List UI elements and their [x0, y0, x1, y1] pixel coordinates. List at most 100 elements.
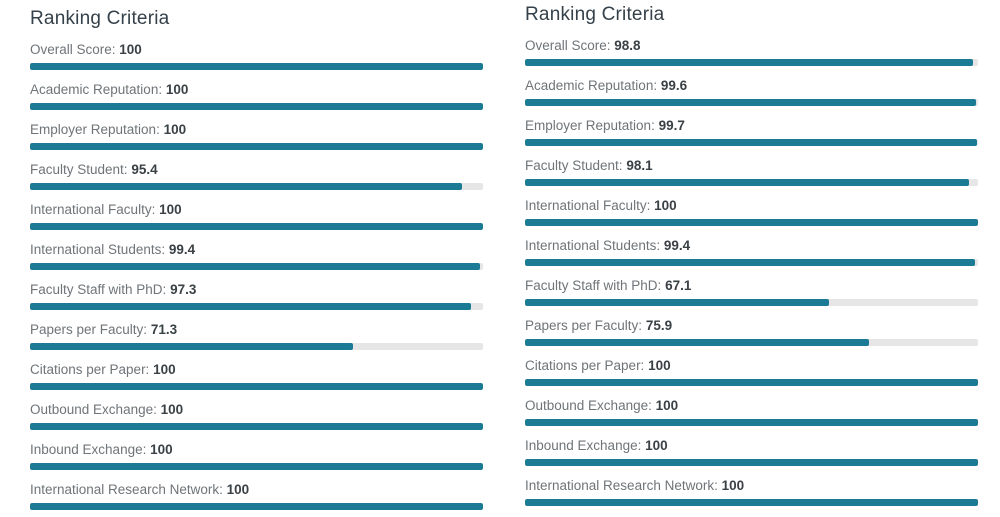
criteria-value: 100 — [165, 82, 189, 97]
criteria-row: Employer Reputation: 99.7 — [525, 117, 978, 157]
criteria-row: Papers per Faculty: 75.9 — [525, 317, 978, 357]
criteria-value: 100 — [159, 202, 182, 217]
progress-track — [30, 63, 483, 70]
criteria-label: International Faculty: — [525, 198, 655, 213]
progress-fill — [525, 139, 977, 146]
criteria-label-line: International Students: 99.4 — [30, 241, 483, 259]
criteria-label-line: Inbound Exchange: 100 — [30, 441, 483, 459]
progress-track — [30, 503, 483, 510]
criteria-label: Faculty Staff with PhD: — [30, 282, 171, 297]
criteria-label: Overall Score: — [525, 38, 615, 53]
criteria-label: Faculty Staff with PhD: — [525, 278, 666, 293]
progress-fill — [525, 259, 976, 266]
criteria-label: Academic Reputation: — [30, 82, 166, 97]
progress-fill — [525, 379, 978, 386]
criteria-label: International Research Network: — [525, 478, 722, 493]
progress-track — [30, 143, 483, 150]
criteria-row: Faculty Student: 98.1 — [525, 157, 978, 197]
criteria-value: 99.4 — [663, 238, 691, 253]
criteria-value: 100 — [721, 478, 745, 493]
criteria-label: Overall Score: — [30, 42, 120, 57]
criteria-label: Citations per Paper: — [30, 362, 154, 377]
progress-fill — [30, 183, 463, 190]
progress-track — [525, 219, 978, 226]
progress-fill — [30, 263, 481, 270]
criteria-label-line: Outbound Exchange: 100 — [525, 397, 978, 415]
criteria-row: Faculty Staff with PhD: 67.1 — [525, 277, 978, 317]
progress-fill — [525, 99, 977, 106]
criteria-row: Outbound Exchange: 100 — [30, 401, 483, 441]
criteria-row: Overall Score: 98.8 — [525, 37, 978, 77]
criteria-label: Faculty Student: — [30, 162, 132, 177]
criteria-label: International Research Network: — [30, 482, 227, 497]
progress-track — [30, 303, 483, 310]
criteria-row: Inbound Exchange: 100 — [525, 437, 978, 477]
criteria-label-line: International Faculty: 100 — [30, 201, 483, 219]
progress-track — [525, 139, 978, 146]
criteria-label: Inbound Exchange: — [525, 438, 646, 453]
criteria-label: Citations per Paper: — [525, 358, 649, 373]
progress-fill — [525, 59, 973, 66]
criteria-row: Faculty Student: 95.4 — [30, 161, 483, 201]
progress-track — [525, 99, 978, 106]
progress-track — [525, 259, 978, 266]
criteria-label: Academic Reputation: — [525, 78, 661, 93]
criteria-row: Overall Score: 100 — [30, 41, 483, 81]
progress-fill — [525, 219, 978, 226]
criteria-value: 98.1 — [626, 158, 653, 173]
criteria-value: 97.3 — [170, 282, 197, 297]
criteria-label: International Students: — [30, 242, 169, 257]
criteria-rows: Overall Score: 98.8 Academic Reputation: … — [525, 37, 978, 517]
progress-track — [30, 463, 483, 470]
criteria-label-line: Citations per Paper: 100 — [30, 361, 483, 379]
criteria-row: Papers per Faculty: 71.3 — [30, 321, 483, 361]
criteria-label-line: Overall Score: 100 — [30, 41, 483, 59]
progress-fill — [525, 339, 869, 346]
criteria-row: Citations per Paper: 100 — [525, 357, 978, 397]
progress-fill — [30, 383, 483, 390]
progress-track — [525, 459, 978, 466]
progress-track — [30, 183, 483, 190]
progress-fill — [30, 423, 483, 430]
criteria-row: Faculty Staff with PhD: 97.3 — [30, 281, 483, 321]
panel-title: Ranking Criteria — [30, 8, 170, 29]
criteria-rows: Overall Score: 100 Academic Reputation: 1… — [30, 41, 483, 517]
criteria-label-line: Employer Reputation: 100 — [30, 121, 483, 139]
criteria-row: International Faculty: 100 — [30, 201, 483, 241]
criteria-label: Outbound Exchange: — [30, 402, 161, 417]
criteria-label: International Faculty: — [30, 202, 160, 217]
criteria-value: 71.3 — [150, 322, 178, 337]
criteria-value: 100 — [163, 122, 187, 137]
progress-track — [525, 299, 978, 306]
criteria-label-line: Outbound Exchange: 100 — [30, 401, 483, 419]
progress-fill — [525, 459, 978, 466]
criteria-label-line: International Faculty: 100 — [525, 197, 978, 215]
criteria-label-line: Inbound Exchange: 100 — [525, 437, 978, 455]
criteria-value: 100 — [153, 362, 176, 377]
criteria-value: 100 — [645, 438, 668, 453]
criteria-row: Inbound Exchange: 100 — [30, 441, 483, 481]
criteria-value: 100 — [119, 42, 142, 57]
progress-fill — [525, 179, 970, 186]
progress-fill — [30, 503, 483, 510]
criteria-label-line: Academic Reputation: 99.6 — [525, 77, 978, 95]
ranking-panel-left: Ranking Criteria Overall Score: 100 Acade… — [30, 8, 483, 517]
criteria-label-line: International Research Network: 100 — [30, 481, 483, 499]
progress-track — [30, 383, 483, 390]
criteria-label: Employer Reputation: — [525, 118, 659, 133]
progress-track — [30, 423, 483, 430]
progress-track — [30, 343, 483, 350]
criteria-row: Academic Reputation: 99.6 — [525, 77, 978, 117]
ranking-panel-right: Ranking Criteria Overall Score: 98.8 Acad… — [525, 4, 978, 517]
criteria-row: International Faculty: 100 — [525, 197, 978, 237]
progress-fill — [30, 343, 353, 350]
progress-track — [525, 499, 978, 506]
criteria-value: 95.4 — [131, 162, 158, 177]
progress-fill — [30, 463, 483, 470]
criteria-label-line: Faculty Staff with PhD: 97.3 — [30, 281, 483, 299]
criteria-label-line: Faculty Student: 98.1 — [525, 157, 978, 175]
criteria-row: Outbound Exchange: 100 — [525, 397, 978, 437]
progress-fill — [525, 499, 978, 506]
criteria-value: 99.4 — [168, 242, 196, 257]
criteria-value: 98.8 — [614, 38, 641, 53]
